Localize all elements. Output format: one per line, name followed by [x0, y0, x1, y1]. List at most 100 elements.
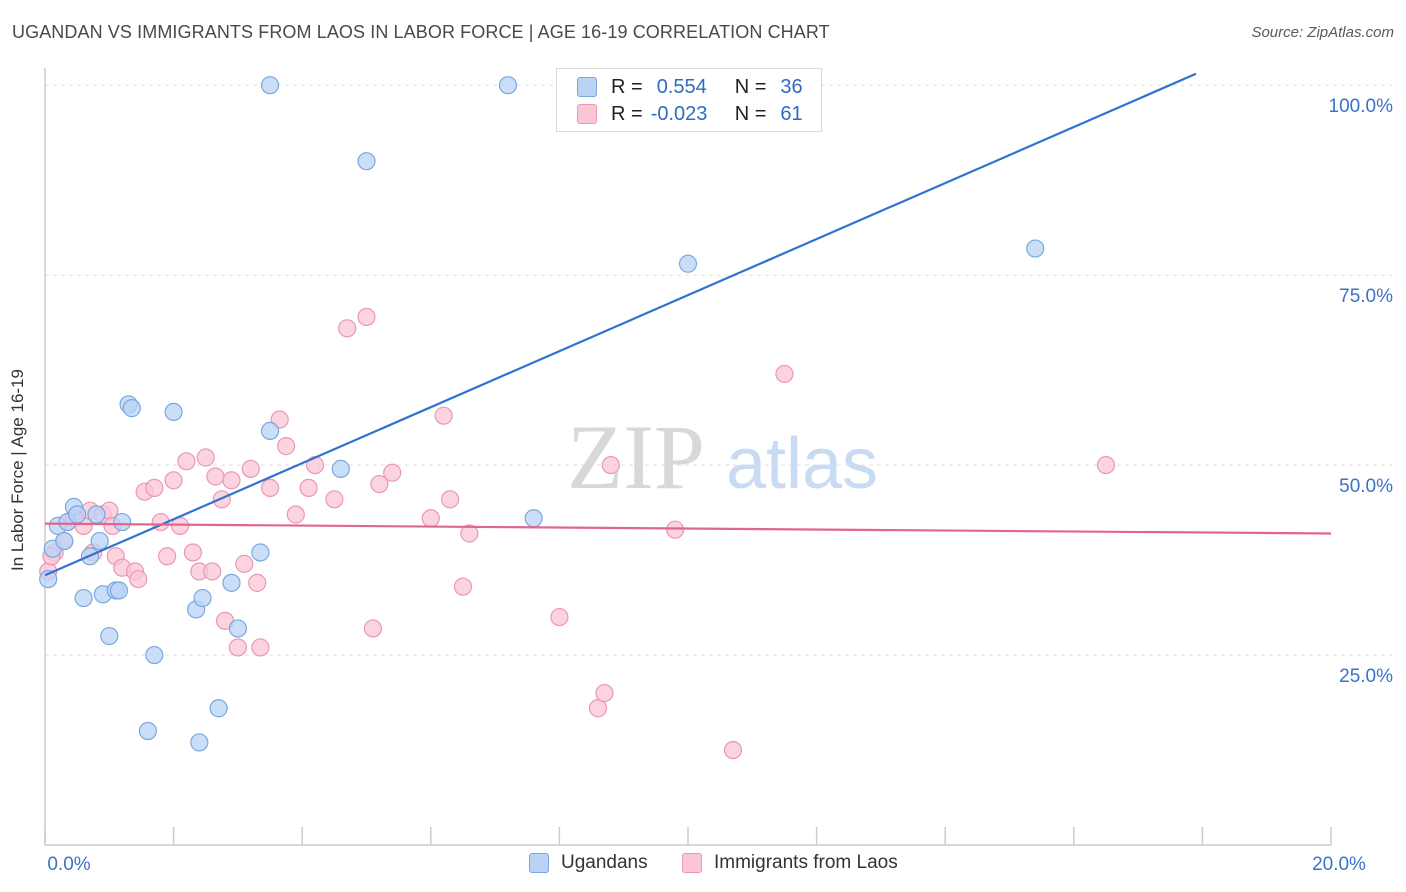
- scatter-point: [206, 467, 225, 486]
- scatter-point: [87, 505, 106, 524]
- scatter-point: [601, 455, 620, 475]
- scatter-point: [55, 531, 74, 551]
- scatter-point: [228, 619, 247, 638]
- scatter-point: [595, 683, 614, 703]
- scatter-point: [164, 471, 183, 490]
- scatter-point: [286, 505, 305, 524]
- trend-line-laos: [44, 522, 1332, 535]
- scatter-point: [209, 699, 228, 718]
- legend-swatch-blue: [577, 77, 597, 97]
- scatter-point: [241, 459, 260, 478]
- scatter-point: [183, 543, 202, 562]
- scatter-point: [90, 531, 109, 551]
- scatter-point: [370, 474, 389, 494]
- scatter-point: [164, 402, 183, 422]
- scatter-point: [228, 638, 247, 657]
- scatter-point: [68, 505, 87, 524]
- series-immigrants-from-laos: [39, 307, 1116, 760]
- bottom-swatch-blue: [529, 853, 549, 873]
- scatter-point: [723, 740, 743, 760]
- scatter-point: [434, 406, 453, 425]
- y-tick-label: 100.0%: [1329, 96, 1394, 117]
- scatter-point: [177, 452, 196, 471]
- scatter-point: [158, 547, 177, 566]
- source-label: Source: ZipAtlas.com: [1251, 24, 1394, 41]
- scatter-point: [678, 254, 698, 273]
- bottom-legend-label-laos: Immigrants from Laos: [714, 852, 898, 873]
- scatter-point: [357, 307, 376, 327]
- scatter-point: [363, 619, 383, 638]
- scatter-point: [325, 490, 344, 509]
- trend-line-ugandans: [44, 72, 1197, 577]
- scatter-point: [113, 512, 132, 532]
- scatter-point: [251, 543, 270, 562]
- scatter-point: [588, 699, 608, 718]
- legend-r-value: 0.554: [656, 75, 707, 98]
- watermark-zip: ZIP: [567, 406, 705, 508]
- scatter-point: [440, 490, 460, 509]
- watermark: ZIP atlas: [567, 406, 878, 508]
- scatter-point: [129, 569, 148, 589]
- trend-lines: [44, 72, 1332, 577]
- legend-n-value: 36: [780, 75, 803, 98]
- scatter-point: [145, 645, 164, 665]
- scatter-point: [190, 733, 209, 752]
- chart-title: UGANDAN VS IMMIGRANTS FROM LAOS IN LABOR…: [12, 22, 830, 42]
- scatter-point: [222, 471, 241, 490]
- scatter-point: [39, 569, 58, 589]
- scatter-point: [383, 463, 402, 482]
- scatter-point: [299, 478, 318, 497]
- legend-row-laos: R = -0.023 N = 61: [577, 102, 803, 126]
- scatter-point: [277, 437, 296, 456]
- scatter-point: [203, 562, 222, 581]
- scatter-point: [498, 76, 518, 95]
- scatter-point: [260, 76, 280, 95]
- stats-legend: R = 0.554 N = 36 R = -0.023 N = 61: [556, 68, 822, 132]
- scatter-point: [524, 509, 543, 528]
- scatter-point: [453, 577, 473, 596]
- legend-row-ugandans: R = 0.554 N = 36: [577, 75, 803, 99]
- scatter-point: [251, 638, 270, 657]
- scatter-point: [109, 581, 129, 600]
- x-tick-label: 0.0%: [47, 854, 90, 875]
- legend-n-label: N =: [734, 75, 767, 98]
- scatter-point: [74, 588, 93, 608]
- legend-r-label: R =: [611, 102, 643, 125]
- axes: [44, 68, 1332, 846]
- scatter-point: [666, 520, 685, 539]
- bottom-legend-ugandans: Ugandans: [529, 852, 648, 874]
- scatter-point: [222, 573, 241, 592]
- y-tick-label: 50.0%: [1339, 476, 1393, 497]
- scatter-point: [122, 399, 141, 418]
- scatter-point: [357, 152, 376, 171]
- legend-n-label: N =: [734, 102, 767, 125]
- legend-n-value: 61: [780, 102, 803, 125]
- scatter-point: [775, 364, 794, 384]
- scatter-point: [1096, 455, 1116, 475]
- scatter-point: [196, 448, 215, 467]
- scatter-point: [1026, 239, 1045, 258]
- scatter-point: [193, 588, 212, 608]
- scatter-point: [260, 421, 280, 441]
- scatter-point: [248, 573, 267, 592]
- legend-swatch-pink: [577, 104, 597, 124]
- x-tick-label: 20.0%: [1312, 854, 1366, 875]
- bottom-legend-laos: Immigrants from Laos: [682, 852, 898, 874]
- y-tick-label: 25.0%: [1339, 666, 1393, 687]
- scatter-point: [331, 459, 350, 478]
- bottom-legend-label-ugandans: Ugandans: [561, 852, 648, 873]
- series-ugandans: [39, 76, 1045, 752]
- scatter-point: [338, 319, 357, 338]
- scatter-point: [235, 554, 254, 573]
- scatter-point: [260, 478, 280, 497]
- legend-r-value: -0.023: [650, 102, 708, 125]
- watermark-atlas: atlas: [726, 424, 878, 504]
- scatter-point: [550, 607, 569, 627]
- scatter-point: [145, 478, 164, 497]
- tick-labels: 25.0% 50.0% 75.0% 100.0% 0.0% 20.0%: [47, 96, 1393, 875]
- scatter-point: [421, 509, 440, 528]
- scatter-point: [100, 626, 119, 646]
- bottom-swatch-pink: [682, 853, 702, 873]
- legend-r-label: R =: [611, 75, 643, 98]
